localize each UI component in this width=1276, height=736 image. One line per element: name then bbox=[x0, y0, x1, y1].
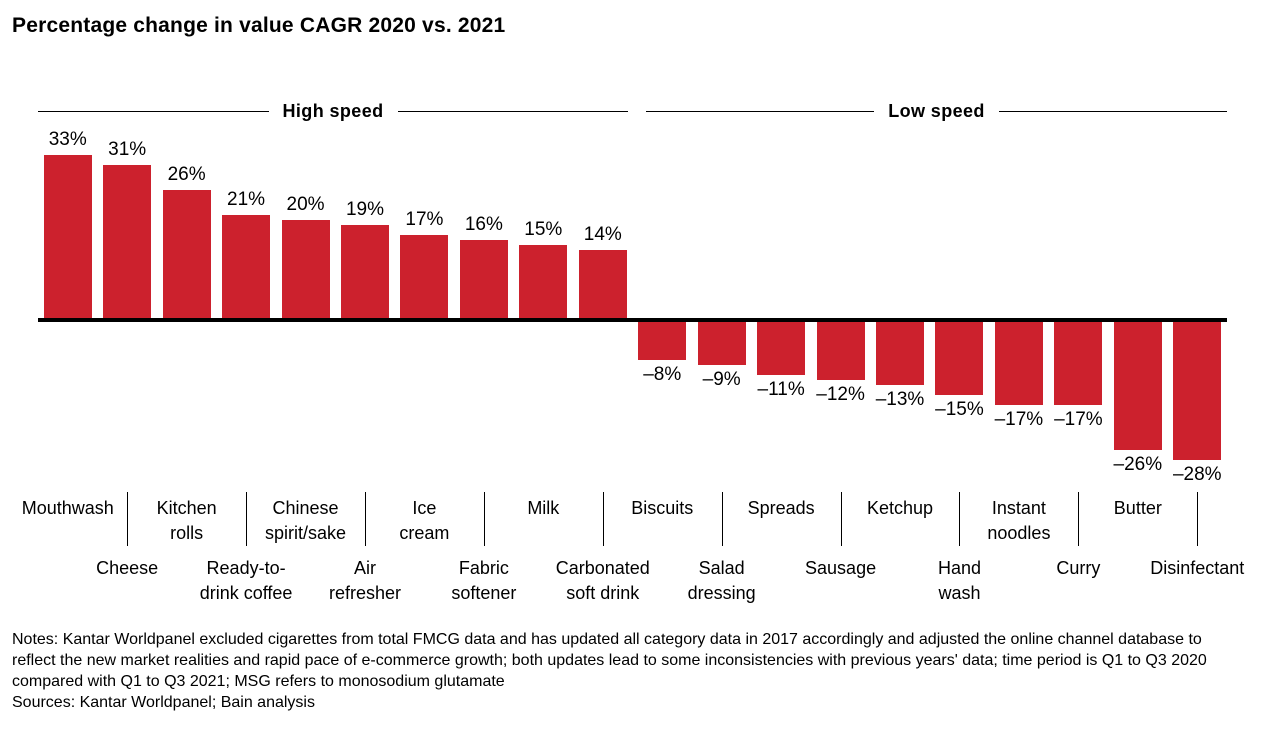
high-speed-left-rule bbox=[38, 110, 269, 112]
category-label: Cheese bbox=[96, 558, 159, 578]
notes-text: Notes: Kantar Worldpanel excluded cigare… bbox=[12, 631, 1207, 690]
bar-kitchen-rolls bbox=[162, 190, 211, 320]
low-speed-right-rule bbox=[998, 110, 1227, 112]
low-speed-header: Low speed bbox=[646, 99, 1227, 123]
bar-ketchup bbox=[876, 320, 925, 385]
bar-ice-cream bbox=[400, 235, 449, 320]
category-label: Kitchen rolls bbox=[156, 498, 217, 543]
category-label: Milk bbox=[527, 498, 560, 518]
bar-carbonated-soft-drink bbox=[578, 250, 627, 320]
bar-air-refresher bbox=[340, 225, 389, 320]
high-speed-right-rule bbox=[397, 110, 629, 112]
category-label: Hand wash bbox=[937, 558, 981, 603]
value-label: 19% bbox=[345, 199, 384, 220]
high-speed-label: High speed bbox=[282, 100, 384, 121]
category-label: Butter bbox=[1113, 498, 1162, 518]
value-label: –12% bbox=[816, 384, 865, 405]
label-leader-line bbox=[127, 492, 129, 546]
value-label: –8% bbox=[643, 364, 682, 385]
page-title: Percentage change in value CAGR 2020 vs.… bbox=[12, 14, 506, 37]
high-speed-header: High speed bbox=[38, 99, 629, 123]
bar-chart: 33% Mouthwash 31% Cheese 26% Kitchen rolls 21% R… bbox=[22, 129, 1245, 610]
zero-baseline bbox=[38, 318, 1227, 322]
bar-biscuits bbox=[638, 320, 687, 360]
bar-hand-wash bbox=[935, 320, 984, 395]
bar-salad-dressing bbox=[697, 320, 746, 365]
label-leader-line bbox=[1078, 492, 1080, 546]
bar-mouthwash bbox=[43, 155, 92, 320]
label-leader-line bbox=[246, 492, 248, 546]
category-label: Sausage bbox=[805, 558, 877, 578]
label-leader-line bbox=[840, 492, 842, 546]
value-label: 15% bbox=[524, 219, 563, 240]
value-label: –9% bbox=[702, 369, 741, 390]
bar-milk bbox=[519, 245, 568, 320]
category-label: Spreads bbox=[747, 498, 815, 518]
category-label: Carbonated soft drink bbox=[555, 558, 650, 603]
category-label: Ice cream bbox=[399, 498, 450, 543]
value-label: 16% bbox=[464, 214, 503, 235]
category-label: Disinfectant bbox=[1150, 558, 1245, 578]
category-label: Ketchup bbox=[866, 498, 934, 518]
category-label: Mouthwash bbox=[21, 498, 114, 518]
value-label: –26% bbox=[1113, 454, 1163, 475]
value-label: 17% bbox=[405, 209, 444, 230]
value-label: 33% bbox=[48, 129, 87, 150]
value-label: –13% bbox=[875, 389, 925, 410]
label-leader-line bbox=[721, 492, 723, 546]
label-leader-line bbox=[1197, 492, 1199, 546]
bar-fabric-softener bbox=[459, 240, 508, 320]
bar-disinfectant bbox=[1173, 320, 1222, 460]
low-speed-left-rule bbox=[646, 110, 875, 112]
bar-sausage bbox=[816, 320, 865, 380]
bar-curry bbox=[1054, 320, 1103, 405]
category-label: Biscuits bbox=[631, 498, 694, 518]
bar-cheese bbox=[103, 165, 152, 320]
bar-spreads bbox=[757, 320, 806, 375]
category-label: Air refresher bbox=[328, 558, 401, 603]
bar-ready-to-drink-coffee bbox=[222, 215, 271, 320]
label-leader-line bbox=[483, 492, 485, 546]
footnotes: Notes: Kantar Worldpanel excluded cigare… bbox=[12, 629, 1226, 713]
value-label: –17% bbox=[1054, 409, 1103, 430]
label-leader-line bbox=[959, 492, 961, 546]
category-label: Instant noodles bbox=[987, 498, 1051, 543]
category-label: Curry bbox=[1056, 558, 1101, 578]
sources-text: Sources: Kantar Worldpanel; Bain analysi… bbox=[12, 694, 315, 711]
category-label: Fabric softener bbox=[451, 558, 517, 603]
value-label: –28% bbox=[1172, 464, 1222, 485]
value-label: –17% bbox=[994, 409, 1044, 430]
category-label: Salad dressing bbox=[687, 558, 756, 603]
value-label: 14% bbox=[583, 224, 622, 245]
bar-instant-noodles bbox=[994, 320, 1043, 405]
value-label: 21% bbox=[227, 189, 266, 210]
category-label: Chinese spirit/sake bbox=[265, 498, 347, 543]
value-label: –11% bbox=[757, 379, 805, 400]
low-speed-label: Low speed bbox=[888, 100, 985, 121]
value-label: 20% bbox=[286, 194, 325, 215]
value-label: 31% bbox=[108, 139, 147, 160]
label-leader-line bbox=[364, 492, 366, 546]
bar-chinese-spirit-sake bbox=[281, 220, 330, 320]
category-label: Ready-to-drink coffee bbox=[199, 558, 293, 603]
value-label: –15% bbox=[935, 399, 984, 420]
label-leader-line bbox=[602, 492, 604, 546]
bar-butter bbox=[1113, 320, 1162, 450]
value-label: 26% bbox=[167, 164, 206, 185]
